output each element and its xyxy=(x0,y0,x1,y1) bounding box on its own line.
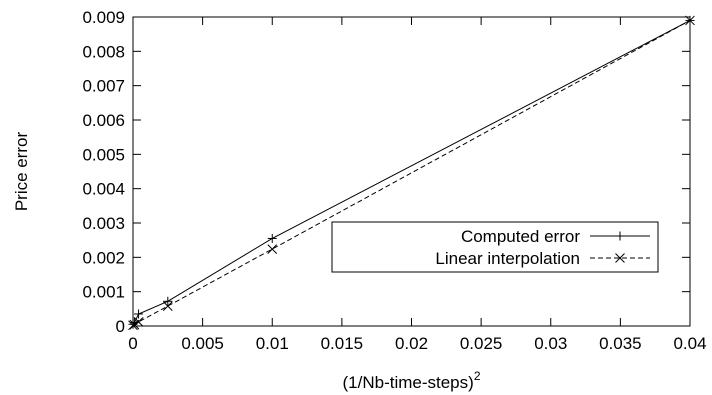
x-tick-label: 0.035 xyxy=(599,334,642,353)
legend-label-2: Linear interpolation xyxy=(435,249,580,268)
x-axis-label-main: (1/Nb-time-steps) xyxy=(343,373,474,392)
x-tick-label: 0.015 xyxy=(321,334,364,353)
series-line-2 xyxy=(132,19,691,326)
y-tick-label: 0.005 xyxy=(82,145,125,164)
x-tick-label: 0 xyxy=(128,334,137,353)
legend-marker-2 xyxy=(615,253,625,263)
plot-frame xyxy=(132,16,691,327)
series-1-point xyxy=(267,233,277,243)
y-tick-label: 0 xyxy=(116,317,125,336)
y-tick-label: 0.006 xyxy=(82,111,125,130)
x-tick-label: 0.03 xyxy=(534,334,567,353)
series-1-point xyxy=(134,309,144,319)
x-tick-label: 0.025 xyxy=(460,334,503,353)
series-1-point xyxy=(163,296,173,306)
y-tick-label: 0.001 xyxy=(82,283,125,302)
series-2-point xyxy=(129,319,140,330)
x-tick-label: 0.005 xyxy=(181,334,224,353)
ticks-layer: 0 0.005 0.01 0.015 0.02 0.025 0.03 0.035 0.04 0 0.… xyxy=(82,8,706,353)
x-tick-label: 0.01 xyxy=(256,334,289,353)
y-tick-label: 0.009 xyxy=(82,8,125,27)
x-axis-label-superscript: 2 xyxy=(474,369,481,383)
series-2-point xyxy=(133,317,144,327)
series-layer xyxy=(128,15,695,331)
y-tick-label: 0.004 xyxy=(82,180,125,199)
y-axis-label: Price error xyxy=(12,131,31,211)
legend: Computed error Linear interpolation xyxy=(331,221,659,273)
series-2-point xyxy=(162,301,173,311)
legend-box xyxy=(331,221,659,273)
y-tick-label: 0.003 xyxy=(82,214,125,233)
x-tick-label: 0.04 xyxy=(673,334,706,353)
y-tick-label: 0.007 xyxy=(82,77,125,96)
series-2-point xyxy=(267,244,278,254)
y-tick-label: 0.002 xyxy=(82,248,125,267)
x-tick-label: 0.02 xyxy=(395,334,428,353)
y-tick-label: 0.008 xyxy=(82,42,125,61)
legend-marker-1 xyxy=(615,231,625,241)
x-axis-label: (1/Nb-time-steps)2 xyxy=(343,369,481,392)
legend-label-1: Computed error xyxy=(461,227,580,246)
